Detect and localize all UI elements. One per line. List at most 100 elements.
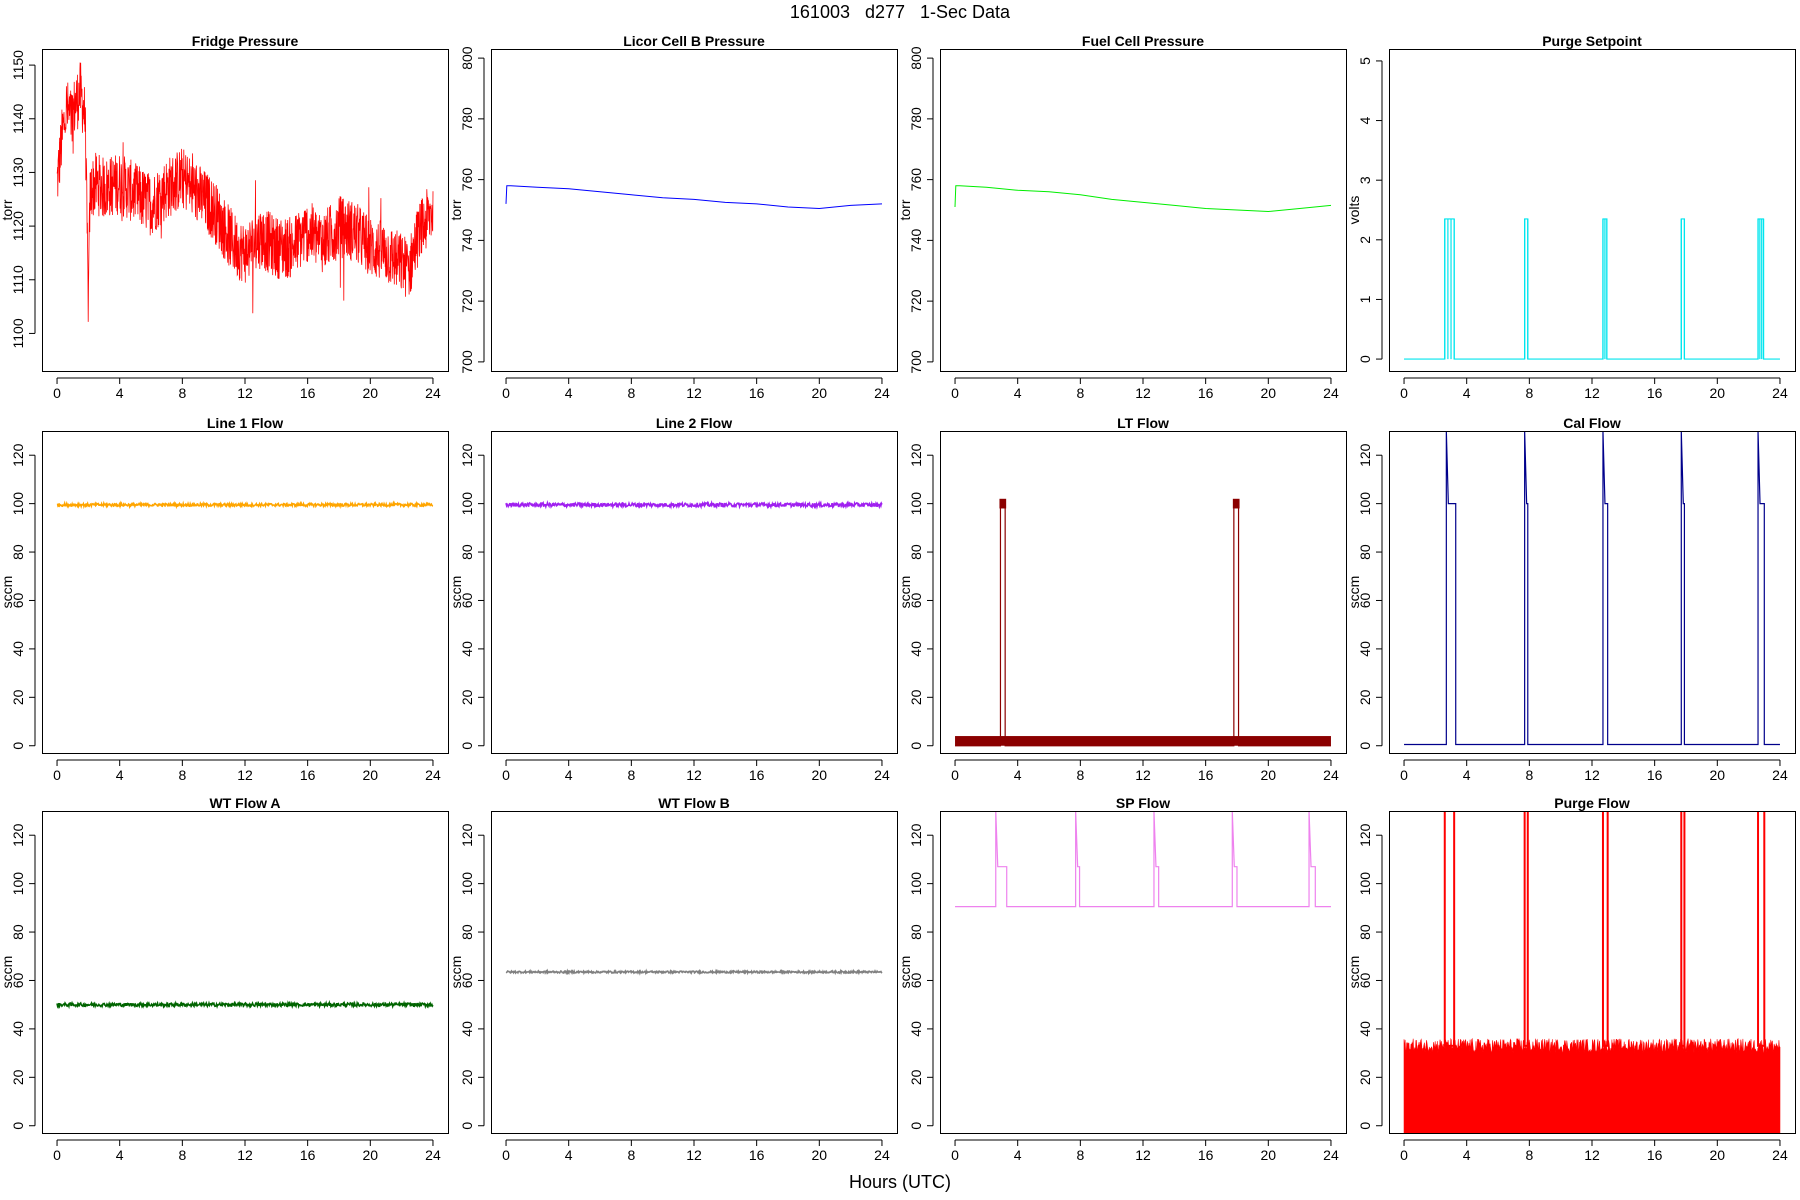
y-tick-label: 40 xyxy=(908,1021,924,1037)
x-tick-label: 20 xyxy=(1710,767,1726,783)
x-tick-label: 24 xyxy=(1323,767,1339,783)
pulse-line xyxy=(1523,811,1529,1047)
y-tick-label: 20 xyxy=(10,689,26,705)
pulse-line xyxy=(1757,811,1766,1047)
data-series xyxy=(56,500,434,510)
x-tick-label: 4 xyxy=(565,385,573,401)
x-tick-label: 4 xyxy=(565,1147,573,1163)
y-tick-label: 5 xyxy=(1357,57,1373,65)
data-series xyxy=(955,503,1331,747)
data-band xyxy=(955,736,1331,746)
x-tick-label: 8 xyxy=(1076,767,1084,783)
y-tick-label: 740 xyxy=(459,228,475,252)
y-tick-label: 60 xyxy=(908,972,924,988)
plot-frame xyxy=(491,811,898,1134)
y-tick-label: 80 xyxy=(908,544,924,560)
x-tick-label: 16 xyxy=(1198,1147,1214,1163)
x-tick-label: 0 xyxy=(1400,767,1408,783)
panel-1: Fridge Pressure torr 0 4 8 12 16 20 24 1100 1110 11… xyxy=(0,33,449,401)
x-tick-label: 16 xyxy=(1647,385,1663,401)
y-tick-label: 100 xyxy=(10,872,26,896)
y-tick-label: 1120 xyxy=(10,211,26,241)
pulse-line xyxy=(1601,811,1609,1047)
x-tick-label: 20 xyxy=(1261,767,1277,783)
y-tick-label: 40 xyxy=(10,1021,26,1037)
x-tick-label: 4 xyxy=(565,767,573,783)
plot-frame xyxy=(1389,431,1796,754)
plot-frame xyxy=(42,431,449,754)
x-tick-label: 16 xyxy=(749,1147,765,1163)
x-tick-label: 24 xyxy=(1323,1147,1339,1163)
y-axis-label: sccm xyxy=(448,956,464,989)
x-tick-label: 0 xyxy=(502,1147,510,1163)
x-tick-label: 12 xyxy=(1135,1147,1151,1163)
y-tick-label: 1150 xyxy=(10,50,26,80)
x-tick-label: 12 xyxy=(686,1147,702,1163)
data-series xyxy=(505,185,883,210)
x-tick-label: 4 xyxy=(1014,1147,1022,1163)
x-tick-label: 16 xyxy=(300,767,316,783)
y-tick-label: 20 xyxy=(459,689,475,705)
plot-frame xyxy=(940,811,1347,1134)
x-tick-label: 0 xyxy=(53,1147,61,1163)
x-tick-label: 16 xyxy=(749,385,765,401)
x-tick-label: 8 xyxy=(178,385,186,401)
y-tick-label: 0 xyxy=(908,742,924,750)
y-tick-label: 120 xyxy=(1357,823,1373,847)
x-tick-label: 0 xyxy=(951,1147,959,1163)
series-layer xyxy=(1404,431,1780,746)
x-tick-label: 4 xyxy=(1463,767,1471,783)
y-tick-label: 1 xyxy=(1357,295,1373,303)
x-tick-label: 0 xyxy=(502,385,510,401)
plot-frame xyxy=(1389,811,1796,1134)
y-tick-label: 60 xyxy=(1357,592,1373,608)
x-tick-label: 8 xyxy=(178,1147,186,1163)
x-tick-label: 12 xyxy=(686,385,702,401)
y-tick-label: 120 xyxy=(10,443,26,467)
y-tick-label: 1110 xyxy=(10,265,26,294)
x-tick-label: 8 xyxy=(1525,385,1533,401)
series-layer xyxy=(56,999,434,1010)
series-layer xyxy=(955,811,1331,908)
y-tick-label: 60 xyxy=(10,972,26,988)
y-tick-label: 0 xyxy=(1357,355,1373,363)
y-tick-label: 0 xyxy=(1357,1122,1373,1130)
pulse-cap xyxy=(999,498,1007,509)
x-tick-label: 4 xyxy=(1014,767,1022,783)
panel-title: Line 1 Flow xyxy=(207,415,283,431)
y-tick-label: 780 xyxy=(908,107,924,131)
y-tick-label: 40 xyxy=(1357,1021,1373,1037)
y-tick-label: 0 xyxy=(459,1122,475,1130)
panel-9: WT Flow A sccm 0 4 8 12 16 20 24 0 20 40 60 80 100 120 xyxy=(0,795,449,1163)
x-tick-label: 20 xyxy=(1261,385,1277,401)
x-tick-label: 16 xyxy=(300,385,316,401)
y-tick-label: 800 xyxy=(459,46,475,70)
x-tick-label: 4 xyxy=(1463,385,1471,401)
y-tick-label: 80 xyxy=(10,544,26,560)
y-tick-label: 40 xyxy=(908,641,924,657)
y-tick-label: 80 xyxy=(459,924,475,940)
y-axis-label: torr xyxy=(0,199,15,220)
series-layer xyxy=(955,498,1331,747)
data-series xyxy=(505,500,883,510)
x-tick-label: 0 xyxy=(502,767,510,783)
y-tick-label: 20 xyxy=(459,1069,475,1085)
x-tick-label: 24 xyxy=(874,1147,890,1163)
data-series xyxy=(56,62,434,322)
series-layer xyxy=(56,500,434,510)
x-tick-label: 20 xyxy=(1710,385,1726,401)
y-tick-label: 40 xyxy=(10,641,26,657)
y-axis-label: sccm xyxy=(1346,956,1362,989)
y-tick-label: 740 xyxy=(908,228,924,252)
y-tick-label: 40 xyxy=(459,1021,475,1037)
x-tick-label: 8 xyxy=(627,1147,635,1163)
y-tick-label: 4 xyxy=(1357,116,1373,124)
panel-title: LT Flow xyxy=(1117,415,1169,431)
y-tick-label: 1100 xyxy=(10,318,26,348)
y-tick-label: 40 xyxy=(1357,641,1373,657)
plot-frame xyxy=(1389,49,1796,372)
x-tick-label: 20 xyxy=(1261,1147,1277,1163)
x-tick-label: 16 xyxy=(1647,1147,1663,1163)
